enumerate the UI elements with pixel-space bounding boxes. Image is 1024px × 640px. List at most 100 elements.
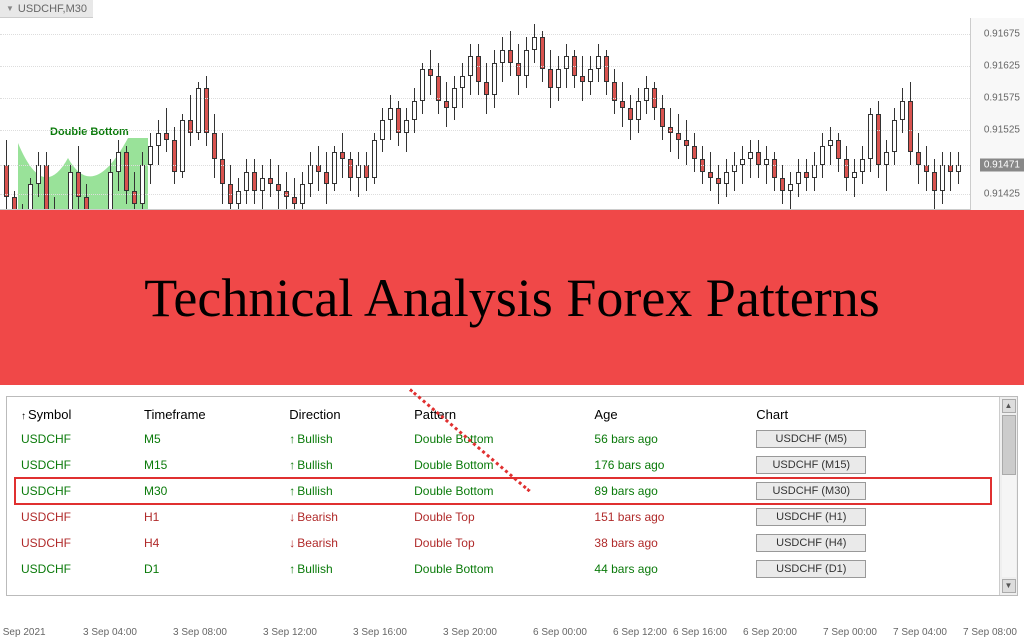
- cell-pattern: Double Top: [408, 530, 588, 556]
- x-axis-tick: 6 Sep 16:00: [673, 627, 727, 638]
- gridline: [0, 34, 970, 35]
- candlestick-chart[interactable]: ▼ USDCHF,M30 Double Bottom 0.91471 0.916…: [0, 0, 1024, 210]
- open-chart-button[interactable]: USDCHF (D1): [756, 560, 866, 578]
- arrow-up-icon: ↑: [289, 484, 295, 498]
- open-chart-button[interactable]: USDCHF (M30): [756, 482, 866, 500]
- x-axis-tick: 3 Sep 08:00: [173, 627, 227, 638]
- x-axis-tick: 6 Sep 20:00: [743, 627, 797, 638]
- cell-direction: ↑Bullish: [283, 478, 408, 504]
- gridline: [0, 130, 970, 131]
- chart-dropdown-icon[interactable]: ▼: [6, 4, 14, 13]
- scroll-thumb[interactable]: [1002, 415, 1016, 475]
- arrow-down-icon: ↓: [289, 510, 295, 524]
- y-axis-tick: 0.91525: [984, 125, 1020, 136]
- chart-x-axis: 3 Sep 2021 3 Sep 04:00 3 Sep 08:00 3 Sep 12…: [0, 622, 1024, 640]
- y-axis-tick: 0.91575: [984, 93, 1020, 104]
- table-header-row: ↑Symbol Timeframe Direction Pattern Age …: [15, 403, 991, 426]
- col-direction[interactable]: Direction: [283, 403, 408, 426]
- x-axis-tick: 7 Sep 04:00: [893, 627, 947, 638]
- title-banner: Technical Analysis Forex Patterns: [0, 210, 1024, 385]
- table-row[interactable]: USDCHFD1↑BullishDouble Bottom44 bars ago…: [15, 556, 991, 582]
- col-pattern[interactable]: Pattern: [408, 403, 588, 426]
- y-axis-tick: 0.91675: [984, 29, 1020, 40]
- x-axis-tick: 3 Sep 12:00: [263, 627, 317, 638]
- cell-pattern: Double Bottom: [408, 556, 588, 582]
- scroll-track[interactable]: [1002, 415, 1016, 577]
- x-axis-tick: 3 Sep 04:00: [83, 627, 137, 638]
- cell-chart: USDCHF (D1): [750, 556, 991, 582]
- cell-timeframe: M15: [138, 452, 283, 478]
- open-chart-button[interactable]: USDCHF (H1): [756, 508, 866, 526]
- current-price-tag: 0.91471: [980, 158, 1024, 171]
- arrow-up-icon: ↑: [289, 458, 295, 472]
- patterns-table-container: ↑Symbol Timeframe Direction Pattern Age …: [7, 397, 999, 595]
- open-chart-button[interactable]: USDCHF (M15): [756, 456, 866, 474]
- x-axis-tick: 3 Sep 20:00: [443, 627, 497, 638]
- table-row[interactable]: USDCHFM15↑BullishDouble Bottom176 bars a…: [15, 452, 991, 478]
- cell-symbol: USDCHF: [15, 530, 138, 556]
- y-axis-tick: 0.91425: [984, 189, 1020, 200]
- cell-age: 176 bars ago: [588, 452, 750, 478]
- gridline: [0, 98, 970, 99]
- chart-plot-area[interactable]: Double Bottom: [0, 18, 970, 209]
- cell-symbol: USDCHF: [15, 556, 138, 582]
- cell-chart: USDCHF (M5): [750, 426, 991, 452]
- table-row[interactable]: USDCHFM5↑BullishDouble Bottom56 bars ago…: [15, 426, 991, 452]
- chart-y-axis: 0.91471 0.91675 0.91625 0.91575 0.91525 0.91…: [970, 18, 1024, 210]
- chart-symbol-label: USDCHF,M30: [18, 3, 87, 15]
- cell-symbol: USDCHF: [15, 478, 138, 504]
- col-age[interactable]: Age: [588, 403, 750, 426]
- cell-timeframe: H1: [138, 504, 283, 530]
- cell-pattern: Double Bottom: [408, 478, 588, 504]
- cell-timeframe: M5: [138, 426, 283, 452]
- cell-age: 44 bars ago: [588, 556, 750, 582]
- cell-age: 56 bars ago: [588, 426, 750, 452]
- x-axis-tick: 7 Sep 00:00: [823, 627, 877, 638]
- cell-direction: ↑Bullish: [283, 452, 408, 478]
- col-timeframe[interactable]: Timeframe: [138, 403, 283, 426]
- cell-timeframe: H4: [138, 530, 283, 556]
- x-axis-tick: 6 Sep 12:00: [613, 627, 667, 638]
- col-chart[interactable]: Chart: [750, 403, 991, 426]
- table-row[interactable]: USDCHFH1↓BearishDouble Top151 bars agoUS…: [15, 504, 991, 530]
- cell-symbol: USDCHF: [15, 426, 138, 452]
- arrow-up-icon: ↑: [289, 562, 295, 576]
- cell-chart: USDCHF (M30): [750, 478, 991, 504]
- cell-age: 38 bars ago: [588, 530, 750, 556]
- table-row[interactable]: USDCHFH4↓BearishDouble Top38 bars ago USD…: [15, 530, 991, 556]
- patterns-panel: ↑Symbol Timeframe Direction Pattern Age …: [6, 396, 1018, 596]
- table-row[interactable]: USDCHFM30↑BullishDouble Bottom89 bars ag…: [15, 478, 991, 504]
- cell-timeframe: M30: [138, 478, 283, 504]
- panel-scrollbar[interactable]: ▲ ▼: [999, 397, 1017, 595]
- cell-age: 151 bars ago: [588, 504, 750, 530]
- arrow-down-icon: ↓: [289, 536, 295, 550]
- open-chart-button[interactable]: USDCHF (H4): [756, 534, 866, 552]
- cell-direction: ↑Bullish: [283, 556, 408, 582]
- gridline: [0, 66, 970, 67]
- cell-symbol: USDCHF: [15, 504, 138, 530]
- gridline: [0, 165, 970, 166]
- cell-chart: USDCHF (M15): [750, 452, 991, 478]
- cell-chart: USDCHF (H1): [750, 504, 991, 530]
- y-axis-tick: 0.91625: [984, 61, 1020, 72]
- gridline: [0, 194, 970, 195]
- col-symbol[interactable]: ↑Symbol: [15, 403, 138, 426]
- chart-header: ▼ USDCHF,M30: [0, 0, 93, 18]
- scroll-up-icon[interactable]: ▲: [1002, 399, 1016, 413]
- x-axis-tick: 3 Sep 2021: [0, 627, 46, 638]
- x-axis-tick: 7 Sep 08:00: [963, 627, 1017, 638]
- cell-direction: ↓Bearish: [283, 530, 408, 556]
- x-axis-tick: 6 Sep 00:00: [533, 627, 587, 638]
- cell-pattern: Double Bottom: [408, 426, 588, 452]
- cell-chart: USDCHF (H4): [750, 530, 991, 556]
- x-axis-tick: 3 Sep 16:00: [353, 627, 407, 638]
- arrow-up-icon: ↑: [289, 432, 295, 446]
- sort-asc-icon: ↑: [21, 411, 26, 422]
- pattern-label: Double Bottom: [50, 126, 129, 138]
- patterns-table: ↑Symbol Timeframe Direction Pattern Age …: [15, 403, 991, 582]
- scroll-down-icon[interactable]: ▼: [1002, 579, 1016, 593]
- cell-age: 89 bars ago: [588, 478, 750, 504]
- open-chart-button[interactable]: USDCHF (M5): [756, 430, 866, 448]
- cell-direction: ↑Bullish: [283, 426, 408, 452]
- cell-symbol: USDCHF: [15, 452, 138, 478]
